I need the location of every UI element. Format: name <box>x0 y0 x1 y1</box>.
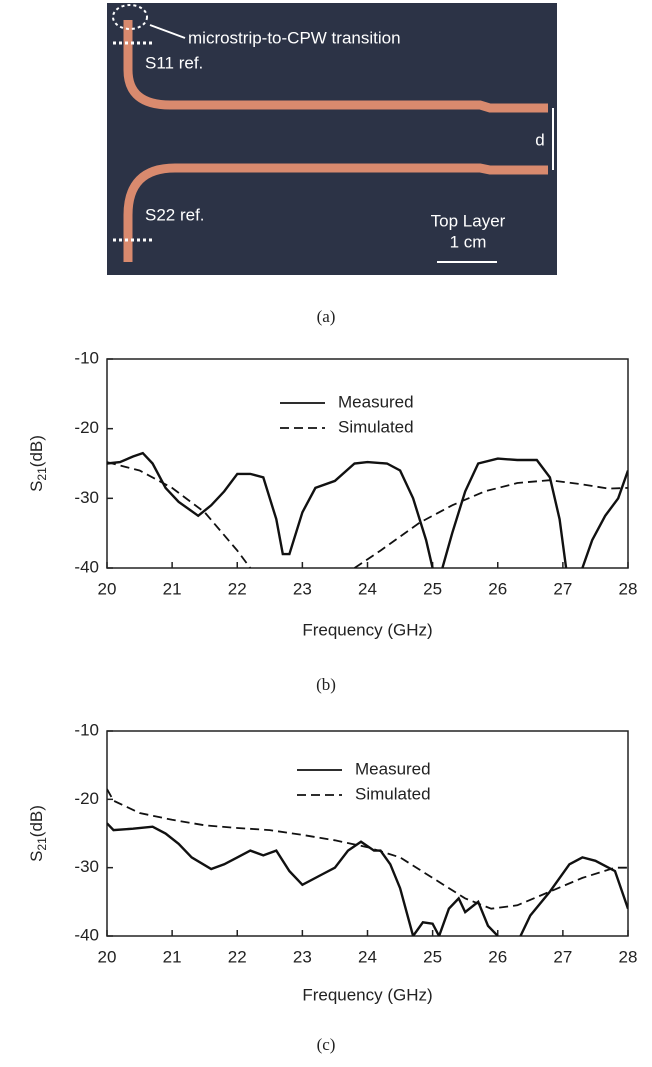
x-tick-label: 26 <box>488 579 507 598</box>
x-tick-label: 24 <box>358 579 377 598</box>
y-tick-label: -30 <box>74 488 99 507</box>
highlight-ellipse <box>112 4 148 30</box>
chart: 20 21 22 23 24 25 26 27 28 -40 -30 -20 -10 Frequency … <box>27 348 637 693</box>
caption: (b) <box>316 675 336 694</box>
x-tick-label: 28 <box>619 947 638 966</box>
trace-bottom <box>123 163 548 262</box>
legend-label: Measured <box>338 392 414 411</box>
x-tick-label: 21 <box>163 579 182 598</box>
y-tick-label: -10 <box>74 720 99 739</box>
x-tick-label: 22 <box>228 579 247 598</box>
d-label: d <box>535 130 544 149</box>
y-tick-label: -40 <box>74 925 99 944</box>
x-tick-label: 22 <box>228 947 247 966</box>
arrow <box>149 24 186 39</box>
x-tick-label: 23 <box>293 579 312 598</box>
plot-frame <box>106 358 629 569</box>
legend-label: Simulated <box>355 784 431 803</box>
y-label-text: S <box>27 851 46 862</box>
y-axis-label: S21(dB) <box>27 435 49 492</box>
y-axis-label: S21(dB) <box>27 805 49 862</box>
photo-background <box>107 3 557 275</box>
scale-label: 1 cm <box>450 232 487 251</box>
x-tick-label: 25 <box>423 947 442 966</box>
caption: (a) <box>317 307 336 326</box>
series-line <box>107 822 628 936</box>
legend-label: Simulated <box>338 417 414 436</box>
annotation: microstrip-to-CPW transition <box>188 28 401 47</box>
s22-label: S22 ref. <box>145 205 205 224</box>
y-tick-label: -40 <box>74 557 99 576</box>
x-axis-label: Frequency (GHz) <box>302 620 432 639</box>
y-label-subscript: 21 <box>35 837 49 851</box>
y-label-text: S <box>27 481 46 492</box>
y-tick-label: -20 <box>74 789 99 808</box>
y-tick-label: -30 <box>74 857 99 876</box>
y-tick-label: -20 <box>74 418 99 437</box>
series-line <box>107 451 628 568</box>
s11-label: S11 ref. <box>145 53 203 72</box>
y-label-unit: (dB) <box>27 805 46 837</box>
x-tick-label: 20 <box>98 579 117 598</box>
x-axis-label: Frequency (GHz) <box>302 985 432 1004</box>
layer-label: Top Layer <box>431 211 506 230</box>
x-tick-label: 26 <box>488 947 507 966</box>
series-line <box>107 788 628 910</box>
photo: microstrip-to-CPW transition S11 ref. S2… <box>107 3 557 326</box>
x-tick-label: 20 <box>98 947 117 966</box>
y-label-subscript: 21 <box>35 467 49 481</box>
caption: (c) <box>317 1035 336 1054</box>
series-line <box>107 461 628 568</box>
x-tick-label: 23 <box>293 947 312 966</box>
chart: 20 21 22 23 24 25 26 27 28 -40 -30 -20 -10 Frequency … <box>27 720 637 1053</box>
x-tick-label: 27 <box>553 947 572 966</box>
trace-top <box>123 20 548 113</box>
x-tick-label: 27 <box>553 579 572 598</box>
y-tick-label: -10 <box>74 348 99 367</box>
x-tick-label: 28 <box>619 579 638 598</box>
x-tick-label: 21 <box>163 947 182 966</box>
x-tick-label: 24 <box>358 947 377 966</box>
x-tick-label: 25 <box>423 579 442 598</box>
y-label-unit: (dB) <box>27 435 46 467</box>
legend-label: Measured <box>355 759 431 778</box>
